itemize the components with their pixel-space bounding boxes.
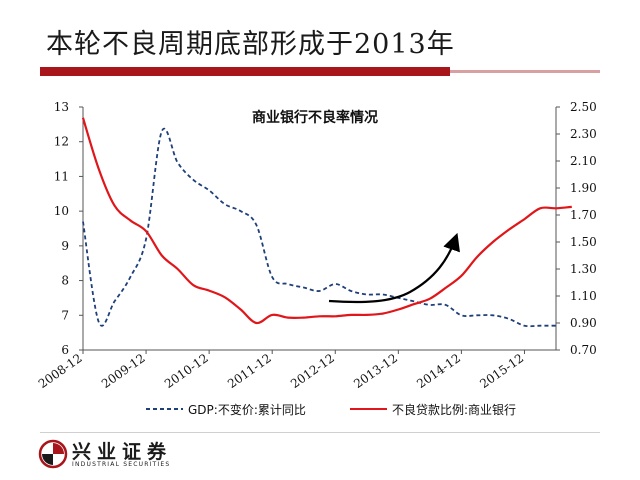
upturn-arrow: [329, 237, 456, 302]
y-right-tick-label: 2.10: [570, 154, 597, 168]
y-right-tick-label: 0.90: [570, 316, 597, 330]
industrial-securities-logo-icon: [38, 439, 68, 469]
y-left-tick-label: 9: [61, 239, 69, 253]
x-tick-label: 2015-12: [477, 351, 526, 391]
logo-subtitle: INDUSTRIAL SECURITIES: [72, 461, 170, 468]
y-left-tick-label: 8: [61, 274, 69, 288]
y-right-tick-label: 1.30: [570, 262, 597, 276]
y-left-tick-label: 12: [54, 135, 69, 149]
y-right-tick-label: 1.10: [570, 289, 597, 303]
x-tick-label: 2009-12: [99, 351, 148, 391]
x-tick-label: 2013-12: [351, 351, 400, 391]
legend-gdp-label: GDP:不变价:累计同比: [188, 402, 306, 417]
y-right-tick-label: 1.90: [570, 181, 597, 195]
chart-legend: GDP:不变价:累计同比 不良贷款比例:商业银行: [146, 402, 516, 417]
axes-group: 6 7 8 9 10 11 12 13 0.70 0.90 1.10 1.30 1.50 1.70 1.90…: [36, 100, 597, 391]
npl-series-line: [83, 118, 572, 323]
x-tick-label: 2012-12: [288, 351, 337, 391]
x-tick-label: 2008-12: [36, 351, 85, 391]
x-tick-label: 2010-12: [162, 351, 211, 391]
npl-rate-chart: 6 7 8 9 10 11 12 13 0.70 0.90 1.10 1.30 1.50 1.70 1.90…: [0, 0, 640, 430]
series-group: [83, 118, 572, 326]
y-left-tick-label: 11: [54, 169, 69, 183]
y-left-tick-label: 7: [61, 308, 69, 322]
y-left-tick-label: 10: [54, 204, 69, 218]
footer-divider: [40, 432, 600, 433]
y-right-tick-label: 2.30: [570, 127, 597, 141]
x-tick-label: 2014-12: [414, 351, 463, 391]
y-right-tick-label: 1.50: [570, 235, 597, 249]
y-left-tick-label: 6: [61, 343, 69, 357]
legend-npl-label: 不良贷款比例:商业银行: [392, 402, 516, 417]
company-logo: 兴业证券 INDUSTRIAL SECURITIES: [38, 436, 188, 474]
logo-name: 兴业证券: [72, 437, 172, 464]
y-left-tick-label: 13: [54, 100, 69, 114]
y-right-tick-label: 2.50: [570, 100, 597, 114]
y-right-tick-label: 1.70: [570, 208, 597, 222]
gdp-series-line: [83, 129, 556, 327]
y-right-tick-label: 0.70: [570, 343, 597, 357]
chart-title: 商业银行不良率情况: [252, 109, 378, 126]
x-tick-label: 2011-12: [225, 351, 274, 391]
